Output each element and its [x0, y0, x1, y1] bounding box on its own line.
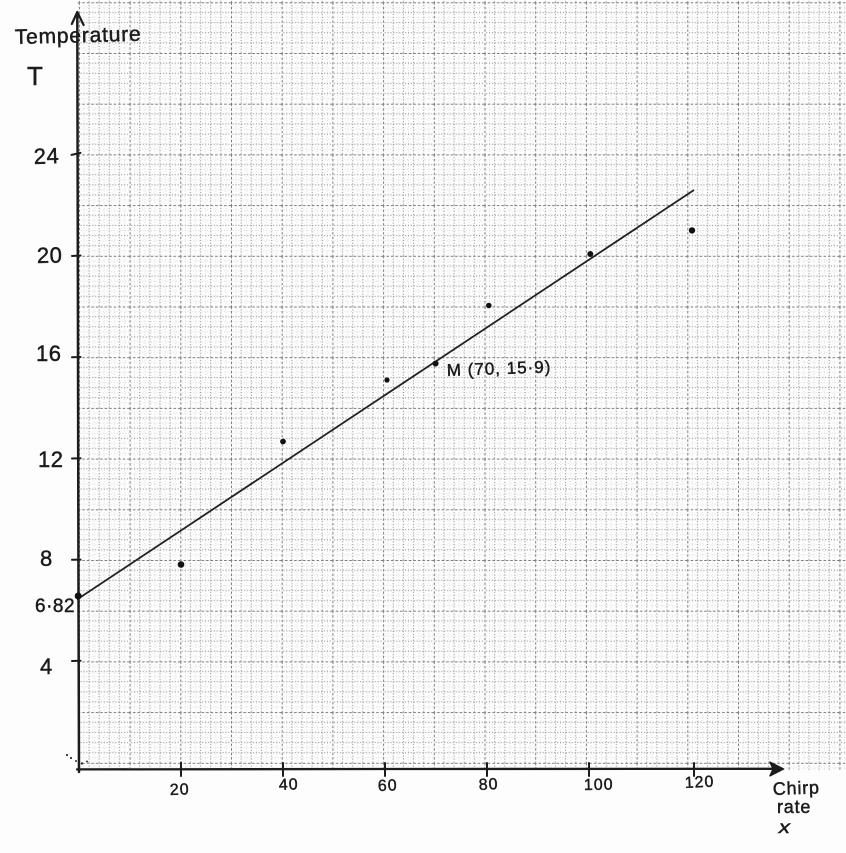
svg-text:80: 80: [478, 776, 499, 794]
svg-text:20: 20: [37, 243, 63, 268]
svg-text:24: 24: [33, 143, 59, 169]
svg-text:100: 100: [584, 776, 614, 794]
svg-text:20: 20: [170, 781, 190, 799]
svg-text:40: 40: [279, 776, 299, 794]
svg-text:Temperature: Temperature: [15, 23, 142, 49]
svg-text:16: 16: [36, 341, 61, 366]
svg-text:12: 12: [38, 447, 63, 472]
svg-text:Chirp: Chirp: [772, 777, 820, 799]
svg-text:T: T: [27, 61, 43, 91]
svg-text:6·82: 6·82: [35, 596, 75, 617]
svg-text:60: 60: [378, 777, 398, 795]
svg-text:4: 4: [40, 654, 53, 679]
svg-text:8: 8: [40, 546, 53, 571]
svg-text:rate: rate: [777, 797, 811, 817]
svg-text:M (70, 15·9): M (70, 15·9): [446, 357, 551, 380]
svg-text:120: 120: [684, 773, 715, 792]
svg-text:x: x: [778, 818, 791, 837]
